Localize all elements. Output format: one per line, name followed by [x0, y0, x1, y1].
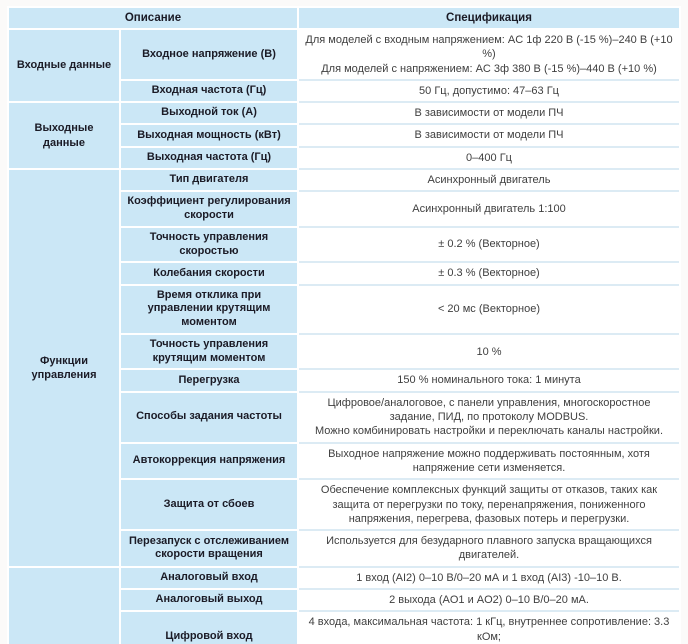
spec-digital-input: 4 входа, максимальная частота: 1 кГц, вн…: [299, 612, 679, 644]
spec-torque-control-accuracy: 10 %: [299, 334, 679, 369]
param-speed-control-accuracy: Точность управления скоростью: [121, 227, 297, 262]
param-digital-input: Цифровой вход: [121, 612, 297, 644]
table-row: Входные данные Входное напряжение (В) Дл…: [9, 30, 679, 102]
group-cell-input-data: Входные данные: [9, 30, 119, 102]
spec-frequency-setting-methods: Цифровое/аналоговое, с панели управления…: [299, 392, 679, 442]
param-motor-type: Тип двигателя: [121, 170, 297, 191]
spec-analog-output: 2 выхода (AO1 и AO2) 0–10 В/0–20 мА.: [299, 589, 679, 611]
spec-speed-control-accuracy: ± 0.2 % (Векторное): [299, 227, 679, 262]
spec-voltage-autocorrection: Выходное напряжение можно поддерживать п…: [299, 443, 679, 479]
table-row: Колебания скорости ± 0.3 % (Векторное): [9, 263, 679, 284]
table-row: Защита от сбоев Обеспечение комплексных …: [9, 480, 679, 530]
table-row: Входная частота (Гц) 50 Гц, допустимо: 4…: [9, 80, 679, 102]
table-row: Цифровой вход 4 входа, максимальная част…: [9, 612, 679, 644]
param-input-frequency: Входная частота (Гц): [121, 80, 297, 102]
param-analog-output: Аналоговый выход: [121, 589, 297, 611]
spec-speed-regulation-ratio: Асинхронный двигатель 1:100: [299, 192, 679, 226]
table-row: Выходные данные Выходной ток (А) В завис…: [9, 103, 679, 169]
param-input-voltage: Входное напряжение (В): [121, 30, 297, 79]
spec-torque-response-time: < 20 мс (Векторное): [299, 285, 679, 333]
table-row: Время отклика при управлении крутящим мо…: [9, 285, 679, 333]
table-row: Выходная частота (Гц) 0–400 Гц: [9, 147, 679, 169]
param-voltage-autocorrection: Автокоррекция напряжения: [121, 443, 297, 479]
table-row: Точность управления скоростью ± 0.2 % (В…: [9, 227, 679, 262]
group-cell-external-connections: Внешние подключения: [9, 567, 119, 644]
param-analog-input: Аналоговый вход: [121, 567, 297, 588]
spec-overload: 150 % номинального тока: 1 минута: [299, 370, 679, 391]
vfd-specification-table: Описание Спецификация Входные данные Вхо…: [7, 6, 681, 644]
spec-analog-input: 1 вход (AI2) 0–10 В/0–20 мА и 1 вход (AI…: [299, 567, 679, 588]
spec-restart-speed-tracking: Используется для безударного плавного за…: [299, 531, 679, 566]
param-speed-fluctuation: Колебания скорости: [121, 263, 297, 284]
param-torque-response-time: Время отклика при управлении крутящим мо…: [121, 285, 297, 333]
group-cell-output-data: Выходные данные: [9, 103, 119, 169]
table-row: Коэффициент регулирования скорости Асинх…: [9, 192, 679, 226]
table-row: Автокоррекция напряжения Выходное напряж…: [9, 443, 679, 479]
header-description: Описание: [9, 8, 297, 28]
table-row: Точность управления крутящим моментом 10…: [9, 334, 679, 369]
param-speed-regulation-ratio: Коэффициент регулирования скорости: [121, 192, 297, 226]
table-row: Способы задания частоты Цифровое/аналого…: [9, 392, 679, 442]
param-output-frequency: Выходная частота (Гц): [121, 147, 297, 169]
spec-input-voltage: Для моделей с входным напряжением: AC 1ф…: [299, 30, 679, 79]
table-row: Перегрузка 150 % номинального тока: 1 ми…: [9, 370, 679, 391]
table-row: Перезапуск с отслеживанием скорости вращ…: [9, 531, 679, 566]
param-restart-speed-tracking: Перезапуск с отслеживанием скорости вращ…: [121, 531, 297, 566]
spec-output-current: В зависимости от модели ПЧ: [299, 103, 679, 124]
param-torque-control-accuracy: Точность управления крутящим моментом: [121, 334, 297, 369]
param-frequency-setting-methods: Способы задания частоты: [121, 392, 297, 442]
spec-motor-type: Асинхронный двигатель: [299, 170, 679, 191]
group-cell-control-functions: Функции управления: [9, 170, 119, 566]
table-row: Функции управления Тип двигателя Асинхро…: [9, 170, 679, 566]
spec-output-power: В зависимости от модели ПЧ: [299, 125, 679, 146]
table-row: Аналоговый выход 2 выхода (AO1 и AO2) 0–…: [9, 589, 679, 611]
param-fault-protection: Защита от сбоев: [121, 480, 297, 530]
spec-fault-protection: Обеспечение комплексных функций защиты о…: [299, 480, 679, 530]
table-row: Внешние подключения Аналоговый вход 1 вх…: [9, 567, 679, 644]
param-overload: Перегрузка: [121, 370, 297, 391]
table-row: Выходная мощность (кВт) В зависимости от…: [9, 125, 679, 146]
param-output-current: Выходной ток (А): [121, 103, 297, 124]
table-header-row: Описание Спецификация: [9, 8, 679, 28]
spec-output-frequency: 0–400 Гц: [299, 147, 679, 169]
param-output-power: Выходная мощность (кВт): [121, 125, 297, 146]
header-specification: Спецификация: [299, 8, 679, 28]
spec-speed-fluctuation: ± 0.3 % (Векторное): [299, 263, 679, 284]
spec-input-frequency: 50 Гц, допустимо: 47–63 Гц: [299, 80, 679, 102]
